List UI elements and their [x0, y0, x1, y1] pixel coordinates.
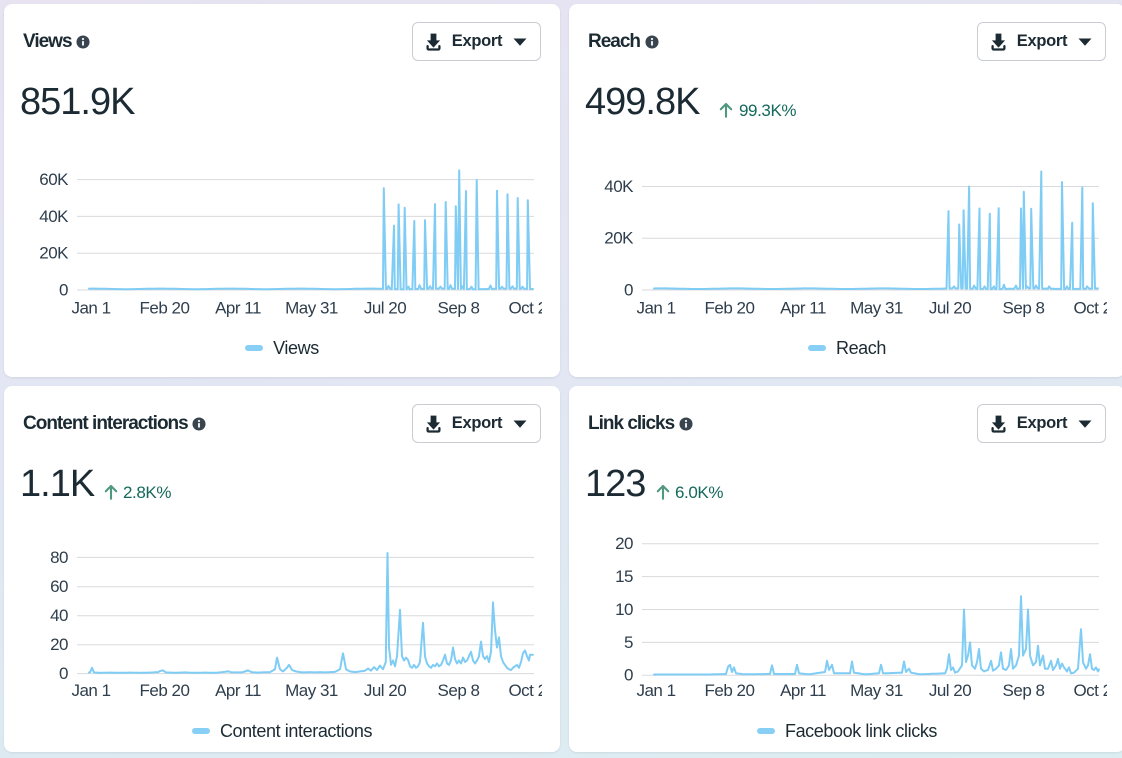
svg-text:Feb 20: Feb 20	[705, 681, 755, 700]
svg-text:Jan 1: Jan 1	[636, 299, 675, 318]
svg-text:40K: 40K	[39, 207, 69, 226]
svg-text:40K: 40K	[604, 177, 634, 196]
svg-text:Jul 20: Jul 20	[364, 681, 406, 700]
svg-text:Jan 1: Jan 1	[636, 681, 675, 700]
svg-text:Apr 11: Apr 11	[780, 681, 826, 700]
svg-text:Jan 1: Jan 1	[71, 681, 110, 700]
svg-text:May 31: May 31	[285, 299, 338, 318]
svg-text:0: 0	[624, 666, 633, 685]
svg-text:20K: 20K	[39, 244, 69, 263]
svg-text:Apr 11: Apr 11	[215, 681, 261, 700]
svg-text:Jul 20: Jul 20	[929, 299, 971, 318]
svg-text:0: 0	[59, 664, 68, 683]
svg-text:20: 20	[50, 635, 68, 654]
svg-text:May 31: May 31	[850, 681, 903, 700]
svg-text:Sep 8: Sep 8	[1003, 681, 1045, 700]
svg-text:Feb 20: Feb 20	[140, 299, 190, 318]
svg-text:0: 0	[59, 280, 68, 299]
svg-text:Apr 11: Apr 11	[215, 299, 261, 318]
svg-text:40: 40	[50, 606, 68, 625]
svg-text:Sep 8: Sep 8	[438, 299, 480, 318]
svg-text:10: 10	[615, 600, 633, 619]
svg-text:Jul 20: Jul 20	[929, 681, 971, 700]
svg-text:20K: 20K	[604, 229, 634, 248]
svg-text:Feb 20: Feb 20	[705, 299, 755, 318]
svg-text:5: 5	[624, 633, 633, 652]
svg-text:60K: 60K	[39, 170, 69, 189]
svg-text:Sep 8: Sep 8	[1003, 299, 1045, 318]
svg-text:Sep 8: Sep 8	[438, 681, 480, 700]
svg-text:May 31: May 31	[285, 681, 338, 700]
svg-text:Feb 20: Feb 20	[140, 681, 190, 700]
svg-text:Oct 28: Oct 28	[508, 299, 555, 318]
svg-text:Apr 11: Apr 11	[780, 299, 826, 318]
svg-text:May 31: May 31	[850, 299, 903, 318]
svg-text:Oct 28: Oct 28	[1073, 299, 1120, 318]
svg-text:Oct 28: Oct 28	[1073, 681, 1120, 700]
svg-text:Jul 20: Jul 20	[364, 299, 406, 318]
svg-text:Oct 28: Oct 28	[508, 681, 555, 700]
svg-text:Jan 1: Jan 1	[71, 299, 110, 318]
svg-text:0: 0	[624, 280, 633, 299]
svg-text:60: 60	[50, 577, 68, 596]
svg-text:15: 15	[615, 567, 633, 586]
svg-text:80: 80	[50, 548, 68, 567]
svg-text:20: 20	[615, 534, 633, 553]
